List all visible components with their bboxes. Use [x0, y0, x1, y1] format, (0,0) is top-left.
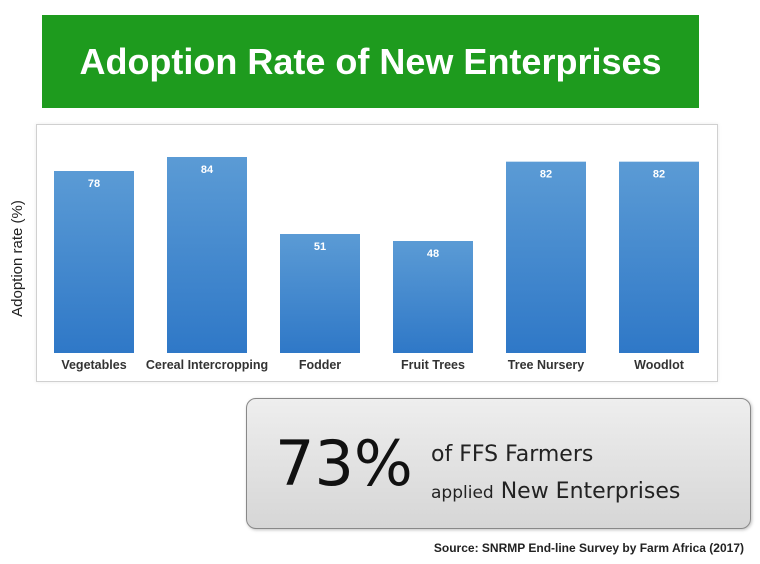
summary-percentage: 73%	[275, 427, 413, 500]
summary-line-1: of FFS Farmers	[431, 442, 594, 467]
bar-0	[54, 171, 134, 353]
category-label: Fodder	[299, 358, 341, 372]
bar-4	[506, 161, 586, 353]
bar-chart: 78 Vegetables 84 Cereal Intercropping 51 Fodd…	[54, 157, 699, 372]
category-label: Vegetables	[61, 358, 126, 372]
bar-value-label: 78	[88, 178, 100, 190]
bar-value-label: 51	[314, 241, 326, 253]
bar-value-label: 82	[540, 169, 552, 181]
chart-panel: 78 Vegetables 84 Cereal Intercropping 51 Fodd…	[36, 124, 718, 382]
bar-5	[619, 161, 699, 353]
summary-line-2-small: applied	[431, 483, 494, 503]
title-banner: Adoption Rate of New Enterprises	[42, 15, 699, 108]
category-label: Tree Nursery	[508, 358, 584, 372]
y-axis-label-container: Adoption rate (%)	[5, 183, 29, 333]
y-axis-label: Adoption rate (%)	[8, 199, 26, 317]
category-label: Fruit Trees	[401, 358, 465, 372]
summary-line-2: applied New Enterprises	[431, 479, 680, 504]
bar-value-label: 84	[201, 164, 214, 176]
summary-callout: 73% of FFS Farmers applied New Enterpris…	[246, 398, 751, 529]
bar-value-label: 48	[427, 248, 439, 260]
source-note: Source: SNRMP End-line Survey by Farm Af…	[433, 541, 744, 555]
bar-2	[280, 234, 360, 353]
summary-line-2-rest: New Enterprises	[500, 479, 681, 504]
page-title: Adoption Rate of New Enterprises	[79, 40, 662, 82]
category-label: Cereal Intercropping	[146, 358, 268, 372]
category-label: Woodlot	[634, 358, 685, 372]
bar-3	[393, 241, 473, 353]
bar-value-label: 82	[653, 169, 665, 181]
bar-1	[167, 157, 247, 353]
